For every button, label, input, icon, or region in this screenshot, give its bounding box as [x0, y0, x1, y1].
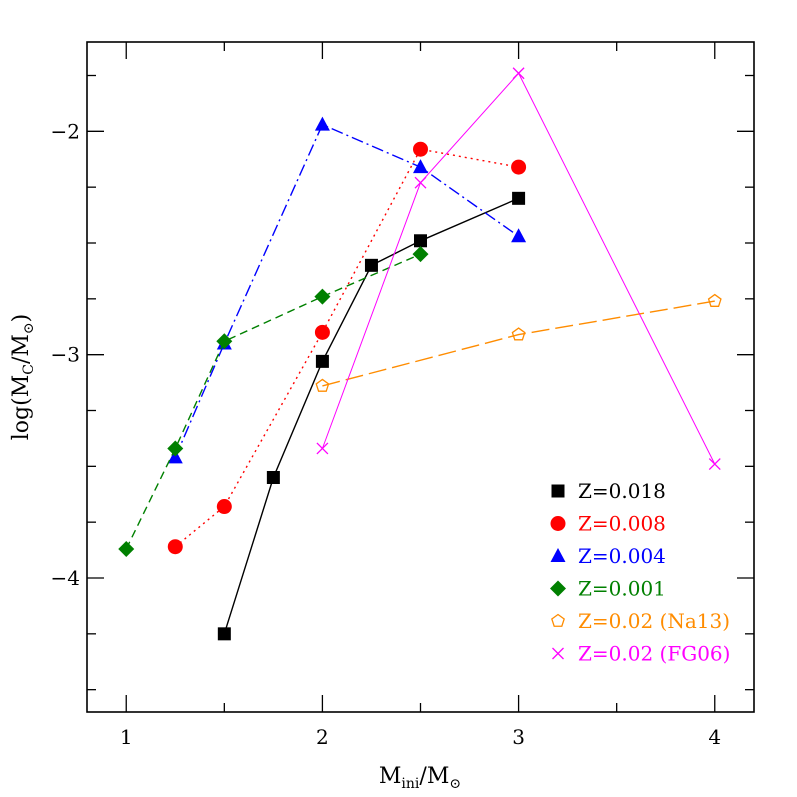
series-line — [321, 72, 716, 465]
legend-item: Z=0.004 — [550, 544, 666, 568]
legend-item: Z=0.02 (Na13) — [551, 609, 730, 633]
data-point — [413, 141, 428, 157]
y-axis-label: log(MC/M⊙) — [9, 314, 37, 440]
x-tick-label: 3 — [512, 725, 525, 749]
data-point — [118, 540, 135, 557]
legend-label: Z=0.004 — [578, 544, 666, 568]
x-axis-label: Mini/M⊙ — [379, 764, 461, 792]
data-point — [314, 324, 330, 340]
legend-item: Z=0.008 — [550, 512, 666, 536]
data-point — [413, 159, 428, 174]
series-2 — [167, 141, 527, 555]
legend-label: Z=0.02 (Na13) — [578, 609, 730, 633]
legend: Z=0.018 Z=0.008 Z=0.004 Z=0.001 Z=0.02 (Na13… — [550, 479, 730, 666]
y-tick-label: −4 — [51, 566, 80, 590]
series-line — [174, 148, 519, 548]
data-point — [315, 354, 329, 368]
series-line — [125, 253, 421, 550]
x-tick-label: 1 — [120, 725, 133, 749]
data-point — [412, 246, 429, 263]
data-point — [511, 159, 527, 175]
x-tick-label: 2 — [316, 725, 329, 749]
series-6 — [316, 67, 721, 471]
data-point — [512, 191, 526, 205]
data-point — [511, 228, 527, 243]
data-point — [511, 327, 526, 341]
axis-ticks — [87, 42, 754, 712]
legend-marker — [551, 613, 565, 627]
data-point — [266, 471, 280, 484]
data-point — [314, 116, 330, 131]
legend-label: Z=0.02 (FG06) — [578, 642, 730, 666]
data-point — [708, 458, 721, 471]
legend-marker — [550, 516, 566, 531]
data-point — [414, 176, 427, 189]
data-point — [217, 627, 231, 641]
legend-label: Z=0.001 — [578, 577, 666, 601]
series-line — [223, 197, 519, 635]
legend-marker — [551, 484, 565, 498]
data-point — [216, 499, 232, 515]
x-tick-label: 4 — [708, 725, 721, 749]
series-5 — [315, 293, 722, 392]
y-tick-label: −2 — [51, 119, 80, 143]
legend-item: Z=0.018 — [551, 479, 666, 503]
legend-marker — [550, 580, 566, 597]
legend-label: Z=0.008 — [578, 512, 666, 536]
data-point — [167, 539, 183, 555]
tick-labels: 1 2 3 4 −2 −3 −4 — [51, 119, 722, 749]
data-point — [316, 442, 329, 455]
series-line — [322, 300, 715, 387]
data-point — [216, 333, 233, 350]
data-point — [707, 293, 722, 307]
data-point — [315, 378, 330, 392]
series-4 — [118, 246, 429, 557]
plot-frame — [86, 41, 755, 713]
series-1 — [217, 191, 526, 641]
y-tick-label: −3 — [51, 343, 80, 367]
series-layer — [118, 67, 722, 641]
legend-marker — [550, 548, 566, 562]
legend-label: Z=0.018 — [578, 479, 666, 503]
data-point — [314, 288, 331, 305]
series-3 — [167, 116, 527, 464]
legend-item: Z=0.02 (FG06) — [552, 642, 730, 666]
legend-marker — [552, 647, 564, 660]
series-line — [174, 123, 520, 458]
legend-item: Z=0.001 — [550, 577, 666, 601]
data-point — [364, 258, 378, 272]
data-point — [512, 67, 525, 80]
data-point — [167, 440, 184, 457]
data-point — [414, 234, 427, 248]
